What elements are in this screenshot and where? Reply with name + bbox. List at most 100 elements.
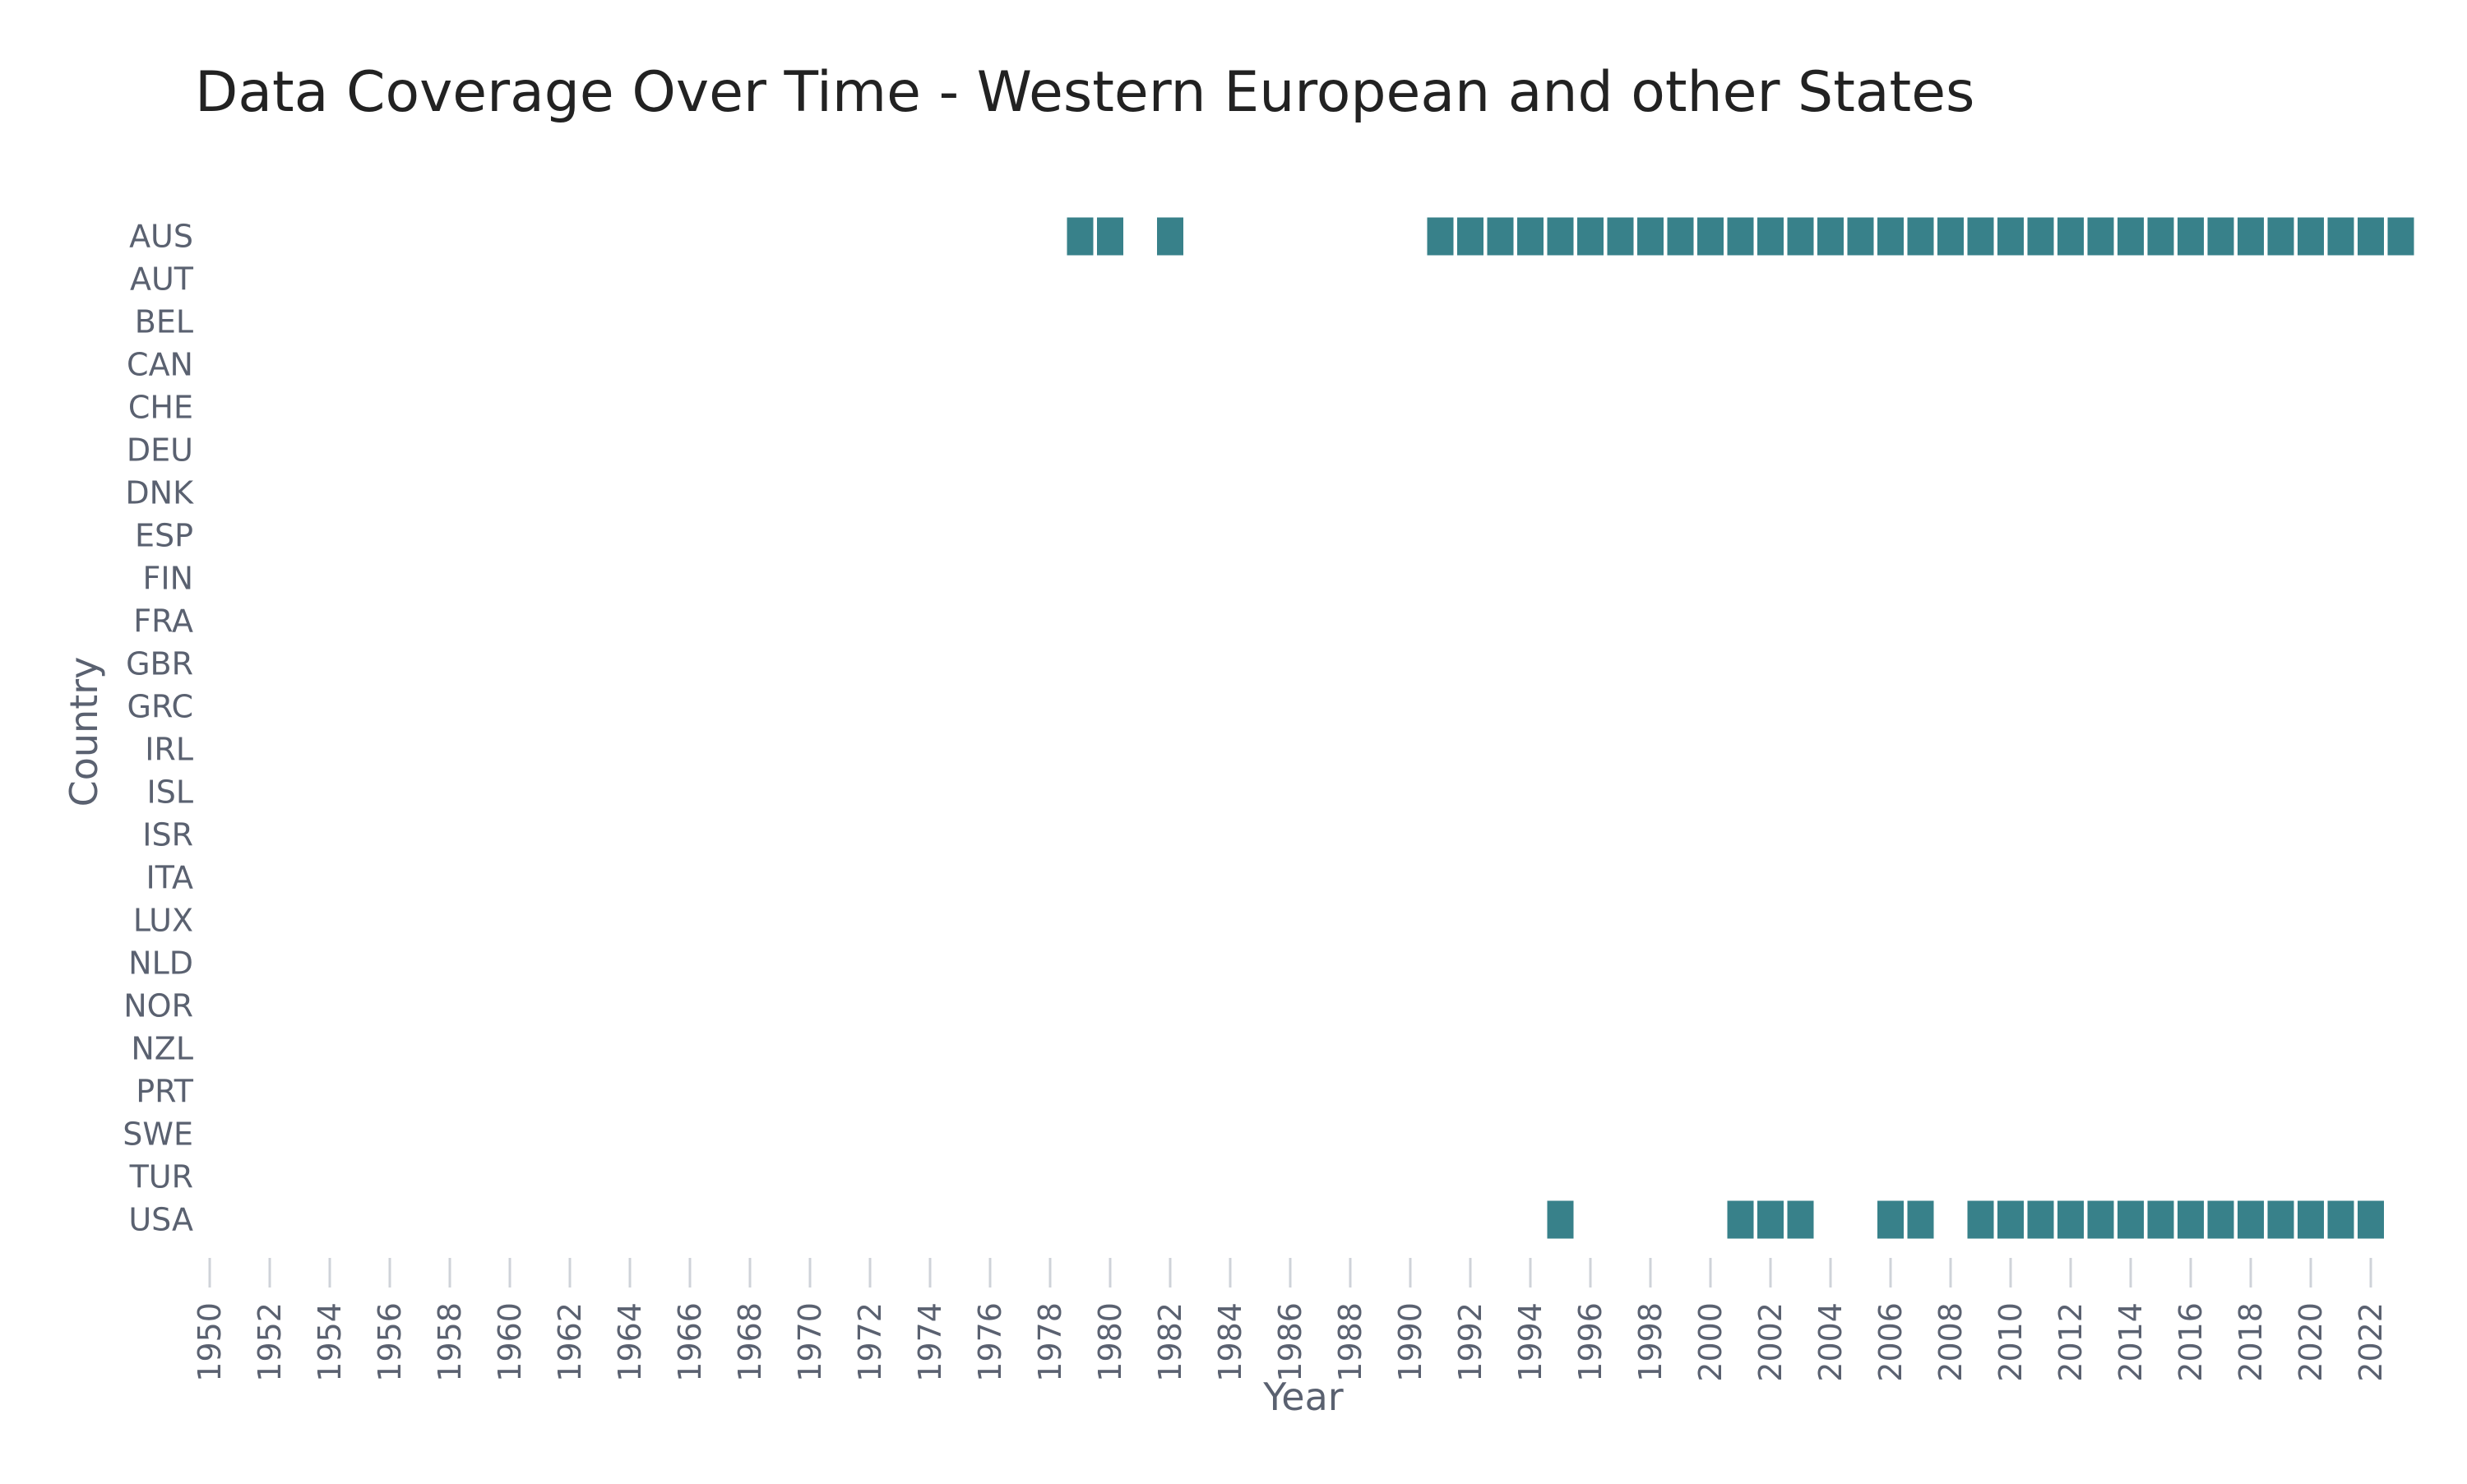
coverage-cell-AUS-2010 (1997, 217, 2024, 256)
coverage-cell-USA-2020 (2298, 1200, 2324, 1239)
coverage-cell-USA-2011 (2027, 1200, 2054, 1239)
chart-title: Data Coverage Over Time - Western Europe… (195, 60, 1974, 125)
x-tick-label-1994: 1994 (1512, 1302, 1548, 1382)
coverage-cell-AUS-1998 (1637, 217, 1664, 256)
coverage-cell-AUS-1994 (1517, 217, 1544, 256)
y-tick-label-ISL: ISL (147, 774, 194, 811)
y-tick-label-DEU: DEU (127, 432, 193, 469)
coverage-cell-USA-2021 (2327, 1200, 2354, 1239)
x-tick-label-1982: 1982 (1152, 1302, 1188, 1382)
coverage-cell-AUS-1999 (1667, 217, 1694, 256)
x-tick-label-1978: 1978 (1032, 1302, 1068, 1382)
y-tick-label-NZL: NZL (131, 1031, 193, 1067)
y-tick-label-GBR: GBR (126, 646, 193, 682)
x-tick-label-2002: 2002 (1752, 1302, 1789, 1382)
coverage-cell-USA-2016 (2178, 1200, 2204, 1239)
coverage-cell-AUS-1993 (1487, 217, 1514, 256)
y-tick-label-CHE: CHE (128, 390, 193, 426)
coverage-cell-AUS-1997 (1607, 217, 1634, 256)
x-tick-label-1952: 1952 (252, 1302, 288, 1382)
x-tick-label-2022: 2022 (2353, 1302, 2389, 1382)
coverage-cell-USA-2010 (1997, 1200, 2024, 1239)
x-tick-label-1974: 1974 (912, 1302, 948, 1382)
y-tick-label-CAN: CAN (127, 347, 193, 383)
coverage-cell-AUS-2015 (2147, 217, 2174, 256)
coverage-cell-USA-1995 (1547, 1200, 1574, 1239)
coverage-cell-USA-2022 (2358, 1200, 2384, 1239)
x-tick-label-1960: 1960 (492, 1302, 528, 1382)
x-tick-label-1954: 1954 (312, 1302, 348, 1382)
y-tick-label-AUT: AUT (130, 261, 194, 298)
x-tick-label-2010: 2010 (1993, 1302, 2029, 1382)
coverage-cell-AUS-1991 (1427, 217, 1454, 256)
coverage-cell-USA-2013 (2087, 1200, 2114, 1239)
x-tick-label-2008: 2008 (1932, 1302, 1969, 1382)
y-tick-label-PRT: PRT (136, 1074, 194, 1110)
coverage-cell-AUS-2022 (2358, 217, 2384, 256)
x-tick-label-1950: 1950 (192, 1302, 228, 1382)
coverage-cell-AUS-2020 (2298, 217, 2324, 256)
coverage-cell-AUS-2018 (2238, 217, 2264, 256)
coverage-cell-AUS-1980 (1097, 217, 1123, 256)
x-tick-label-1970: 1970 (792, 1302, 828, 1382)
coverage-cell-AUS-2008 (1937, 217, 1964, 256)
coverage-cell-AUS-1979 (1067, 217, 1094, 256)
y-tick-label-ITA: ITA (146, 860, 193, 896)
coverage-cell-AUS-2019 (2267, 217, 2294, 256)
x-tick-label-2020: 2020 (2293, 1302, 2329, 1382)
x-tick-label-1968: 1968 (732, 1302, 768, 1382)
x-tick-label-2006: 2006 (1872, 1302, 1909, 1382)
coverage-cell-AUS-2021 (2327, 217, 2354, 256)
coverage-cell-AUS-2009 (1967, 217, 1994, 256)
x-tick-label-1990: 1990 (1392, 1302, 1428, 1382)
coverage-cell-USA-2007 (1907, 1200, 1934, 1239)
coverage-cell-AUS-2005 (1847, 217, 1874, 256)
coverage-cell-AUS-2016 (2178, 217, 2204, 256)
coverage-cell-USA-2003 (1787, 1200, 1814, 1239)
coverage-cell-USA-2017 (2207, 1200, 2234, 1239)
x-tick-label-2012: 2012 (2053, 1302, 2089, 1382)
coverage-cell-AUS-2007 (1907, 217, 1934, 256)
x-tick-label-2014: 2014 (2113, 1302, 2149, 1382)
y-tick-label-USA: USA (128, 1202, 193, 1238)
x-tick-label-1966: 1966 (672, 1302, 708, 1382)
x-axis-labels: 1950 1952 1954 1956 1958 1960 1962 1964 1966 1968… (192, 1302, 2389, 1382)
y-tick-label-DNK: DNK (125, 475, 194, 511)
y-axis-title: Country (62, 657, 106, 807)
x-tick-label-1976: 1976 (972, 1302, 1008, 1382)
coverage-cell-AUS-2014 (2118, 217, 2144, 256)
coverage-cell-AUS-2001 (1727, 217, 1754, 256)
coverage-cell-USA-2012 (2057, 1200, 2084, 1239)
coverage-cell-AUS-2017 (2207, 217, 2234, 256)
coverage-cell-AUS-2006 (1877, 217, 1904, 256)
x-tick-label-1958: 1958 (432, 1302, 468, 1382)
coverage-cell-AUS-1996 (1577, 217, 1604, 256)
y-tick-label-SWE: SWE (123, 1116, 193, 1153)
y-tick-label-ESP: ESP (135, 518, 193, 554)
y-tick-label-AUS: AUS (129, 219, 193, 255)
y-tick-label-NLD: NLD (128, 945, 193, 982)
coverage-cell-AUS-1995 (1547, 217, 1574, 256)
coverage-cell-USA-2006 (1877, 1200, 1904, 1239)
y-tick-label-BEL: BEL (135, 304, 193, 340)
x-tick-label-1964: 1964 (612, 1302, 648, 1382)
x-tick-label-2016: 2016 (2173, 1302, 2209, 1382)
x-tick-label-1996: 1996 (1572, 1302, 1608, 1382)
coverage-cell-USA-2001 (1727, 1200, 1754, 1239)
x-axis-title: Year (1262, 1375, 1343, 1419)
x-tick-label-1988: 1988 (1332, 1302, 1368, 1382)
y-tick-label-GRC: GRC (127, 689, 194, 725)
coverage-cell-USA-2015 (2147, 1200, 2174, 1239)
coverage-cell-AUS-1982 (1157, 217, 1183, 256)
x-tick-label-2018: 2018 (2233, 1302, 2269, 1382)
coverage-cell-AUS-2003 (1787, 217, 1814, 256)
y-tick-label-LUX: LUX (133, 903, 193, 939)
coverage-cell-AUS-2023 (2387, 217, 2414, 256)
coverage-cell-USA-2002 (1757, 1200, 1784, 1239)
coverage-cell-AUS-2002 (1757, 217, 1784, 256)
coverage-cells (1067, 217, 2414, 1239)
y-tick-label-FIN: FIN (143, 561, 194, 597)
y-tick-label-ISR: ISR (142, 817, 193, 853)
